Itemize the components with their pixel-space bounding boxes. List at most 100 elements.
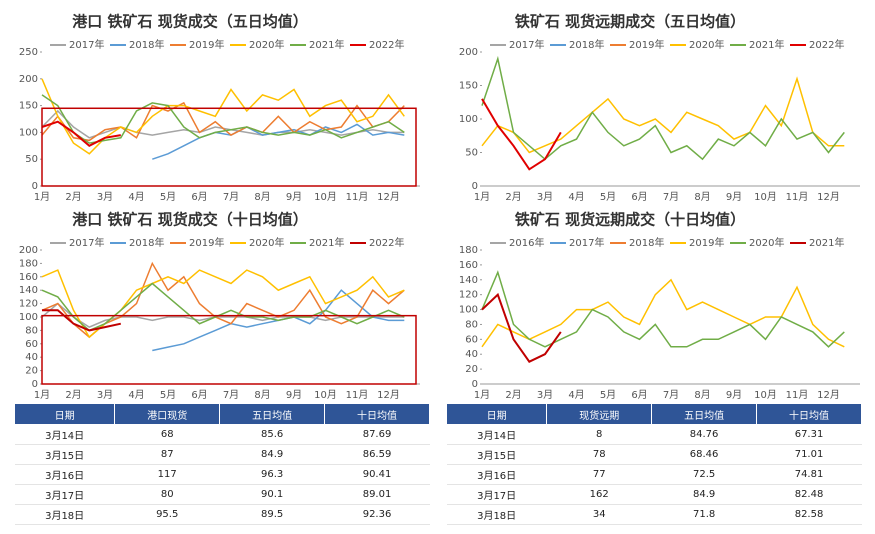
table-cell: 90.1 <box>219 484 325 505</box>
series-line <box>481 76 845 154</box>
y-tick-label: 20 <box>465 364 478 375</box>
x-tick-label: 8月 <box>694 191 710 203</box>
series-line <box>481 270 845 348</box>
x-tick-label: 12月 <box>377 389 400 401</box>
x-tick-label: 6月 <box>631 389 647 401</box>
x-tick-label: 9月 <box>286 191 302 203</box>
table-cell: 3月16日 <box>446 464 547 485</box>
legend-label: 2018年 <box>129 236 164 249</box>
y-tick-label: 0 <box>472 379 478 390</box>
series-line <box>481 55 845 161</box>
x-tick-label: 5月 <box>160 389 176 401</box>
legend-label: 2018年 <box>569 38 604 51</box>
x-tick-label: 11月 <box>346 389 369 401</box>
table-cell: 95.5 <box>114 504 220 525</box>
table-cell: 3月15日 <box>14 444 115 465</box>
x-tick-label: 3月 <box>97 389 113 401</box>
legend-label: 2018年 <box>629 236 664 249</box>
x-tick-label: 9月 <box>726 191 742 203</box>
x-tick-label: 3月 <box>537 389 553 401</box>
table-cell: 87 <box>114 444 220 465</box>
legend-label: 2022年 <box>809 38 844 51</box>
x-tick-label: 4月 <box>128 191 144 203</box>
x-tick-label: 11月 <box>786 389 809 401</box>
chart-title: 铁矿石 现货远期成交（五日均值） <box>515 13 745 31</box>
series-line <box>481 278 845 348</box>
table-header: 五日均值 <box>219 403 326 425</box>
x-tick-label: 2月 <box>505 191 521 203</box>
legend-label: 2017年 <box>509 38 544 51</box>
legend-label: 2017年 <box>569 236 604 249</box>
legend-label: 2021年 <box>309 38 344 51</box>
x-tick-label: 8月 <box>254 389 270 401</box>
x-tick-label: 1月 <box>34 191 50 203</box>
series-line <box>481 292 562 363</box>
table-cell: 71.8 <box>651 504 757 525</box>
table-cell: 3月14日 <box>446 424 547 445</box>
table-cell: 84.9 <box>219 444 325 465</box>
x-tick-label: 11月 <box>786 191 809 203</box>
table-cell: 84.76 <box>651 424 757 445</box>
y-tick-label: 50 <box>25 154 38 165</box>
table-cell: 117 <box>114 464 220 485</box>
x-tick-label: 1月 <box>474 389 490 401</box>
x-tick-label: 1月 <box>474 191 490 203</box>
series-line <box>41 282 405 332</box>
y-tick-label: 80 <box>25 325 38 336</box>
x-tick-label: 7月 <box>223 389 239 401</box>
x-tick-label: 2月 <box>505 389 521 401</box>
x-tick-label: 10月 <box>754 389 777 401</box>
y-tick-label: 60 <box>25 339 38 350</box>
y-tick-label: 200 <box>459 47 478 58</box>
table-cell: 87.69 <box>324 424 430 445</box>
y-tick-label: 40 <box>465 349 478 360</box>
highlight-frame <box>41 314 417 385</box>
table-cell: 85.6 <box>219 424 325 445</box>
legend-label: 2016年 <box>509 236 544 249</box>
table-cell: 162 <box>546 484 652 505</box>
legend-label: 2019年 <box>189 38 224 51</box>
y-tick-label: 100 <box>459 114 478 125</box>
table-cell: 71.01 <box>756 444 862 465</box>
x-tick-label: 7月 <box>223 191 239 203</box>
series-line <box>41 269 405 339</box>
table-header: 现货远期 <box>546 403 653 425</box>
legend-label: 2021年 <box>809 236 844 249</box>
table-cell: 89.01 <box>324 484 430 505</box>
y-tick-label: 160 <box>459 260 478 271</box>
x-tick-label: 5月 <box>600 191 616 203</box>
x-tick-label: 2月 <box>65 389 81 401</box>
series-line <box>41 101 405 142</box>
table-cell: 68.46 <box>651 444 757 465</box>
x-tick-label: 1月 <box>34 389 50 401</box>
table-cell: 86.59 <box>324 444 430 465</box>
x-tick-label: 4月 <box>128 389 144 401</box>
legend-label: 2020年 <box>249 236 284 249</box>
series-line <box>481 98 562 171</box>
table-cell: 89.5 <box>219 504 325 525</box>
y-tick-label: 200 <box>19 245 38 256</box>
legend-label: 2021年 <box>309 236 344 249</box>
y-tick-label: 120 <box>19 299 38 310</box>
table-cell: 78 <box>546 444 652 465</box>
table-cell: 82.48 <box>756 484 862 505</box>
data-table: 日期 港口现货 五日均值 十日均值 3月14日 68 85.6 87.69 3月15日 87 84.… <box>13 403 430 525</box>
y-tick-label: 180 <box>459 245 478 256</box>
table-cell: 3月15日 <box>446 444 547 465</box>
legend-label: 2019年 <box>629 38 664 51</box>
table-cell: 3月18日 <box>14 504 115 525</box>
y-tick-label: 100 <box>459 305 478 316</box>
y-tick-label: 50 <box>465 148 478 159</box>
x-tick-label: 9月 <box>286 389 302 401</box>
x-tick-label: 6月 <box>191 191 207 203</box>
legend-label: 2020年 <box>689 38 724 51</box>
x-tick-label: 3月 <box>97 191 113 203</box>
chart-title: 港口 铁矿石 现货成交（五日均值） <box>72 13 307 31</box>
x-tick-label: 10月 <box>314 191 337 203</box>
legend-label: 2019年 <box>189 236 224 249</box>
table-header: 日期 <box>13 403 116 425</box>
x-tick-label: 8月 <box>694 389 710 401</box>
series-line <box>41 261 405 339</box>
y-tick-label: 0 <box>472 181 478 192</box>
